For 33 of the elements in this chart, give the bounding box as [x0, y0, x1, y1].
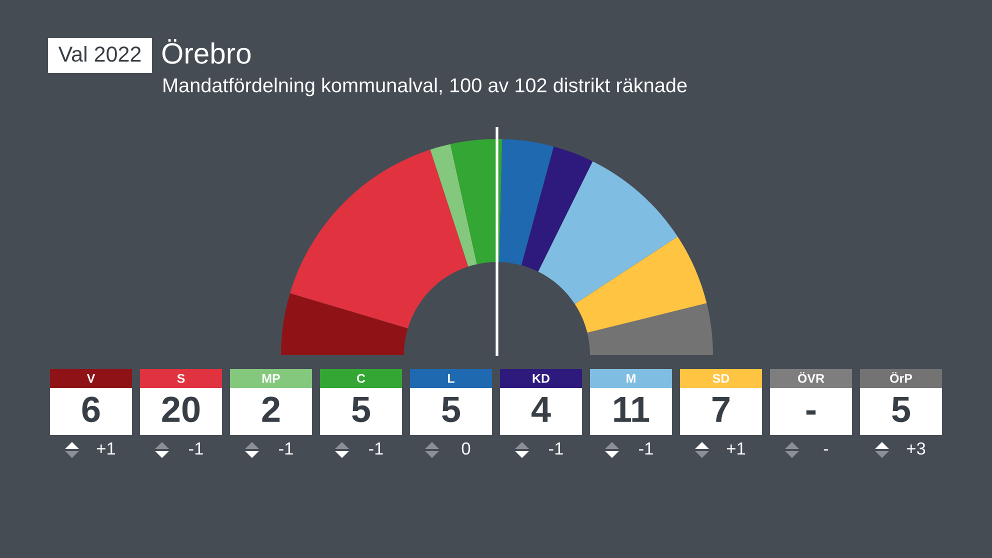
legend-label: C — [357, 374, 366, 383]
text: +1 — [726, 442, 746, 454]
data-label: 20 — [162, 396, 200, 422]
data-label: 5 — [352, 396, 370, 422]
text: - — [824, 449, 828, 451]
data-label: 2 — [262, 396, 280, 422]
legend-label: ÖrP — [890, 372, 912, 383]
data-label: 6 — [82, 396, 100, 422]
text: -1 — [549, 442, 563, 454]
data-label: 5 — [892, 396, 910, 422]
legend-label: V — [86, 374, 96, 383]
text: 0 — [462, 442, 470, 455]
legend-label: S — [177, 374, 185, 383]
data-label: 5 — [442, 396, 460, 422]
text: +3 — [906, 442, 926, 455]
text: -1 — [639, 442, 653, 454]
text: -1 — [189, 442, 203, 454]
data-label: 11 — [614, 396, 650, 422]
legend-label: KD — [532, 374, 550, 383]
text: - — [806, 410, 816, 415]
text: Val 2022 — [58, 46, 141, 62]
text: -1 — [369, 442, 383, 454]
data-label: 4 — [532, 396, 551, 422]
text: +1 — [96, 442, 116, 454]
chart-subtitle: Mandatfördelning kommunalval, 100 av 102 distrikt räknade — [164, 78, 687, 96]
legend-label: M — [626, 374, 636, 383]
data-label: 7 — [712, 396, 730, 422]
category-label: ÖVR — [798, 372, 824, 383]
chart-title: Örebro — [162, 39, 251, 64]
legend-label: SD — [712, 374, 730, 383]
text: -1 — [279, 442, 293, 454]
legend-label: L — [448, 374, 454, 383]
legend-label: MP — [262, 374, 280, 383]
